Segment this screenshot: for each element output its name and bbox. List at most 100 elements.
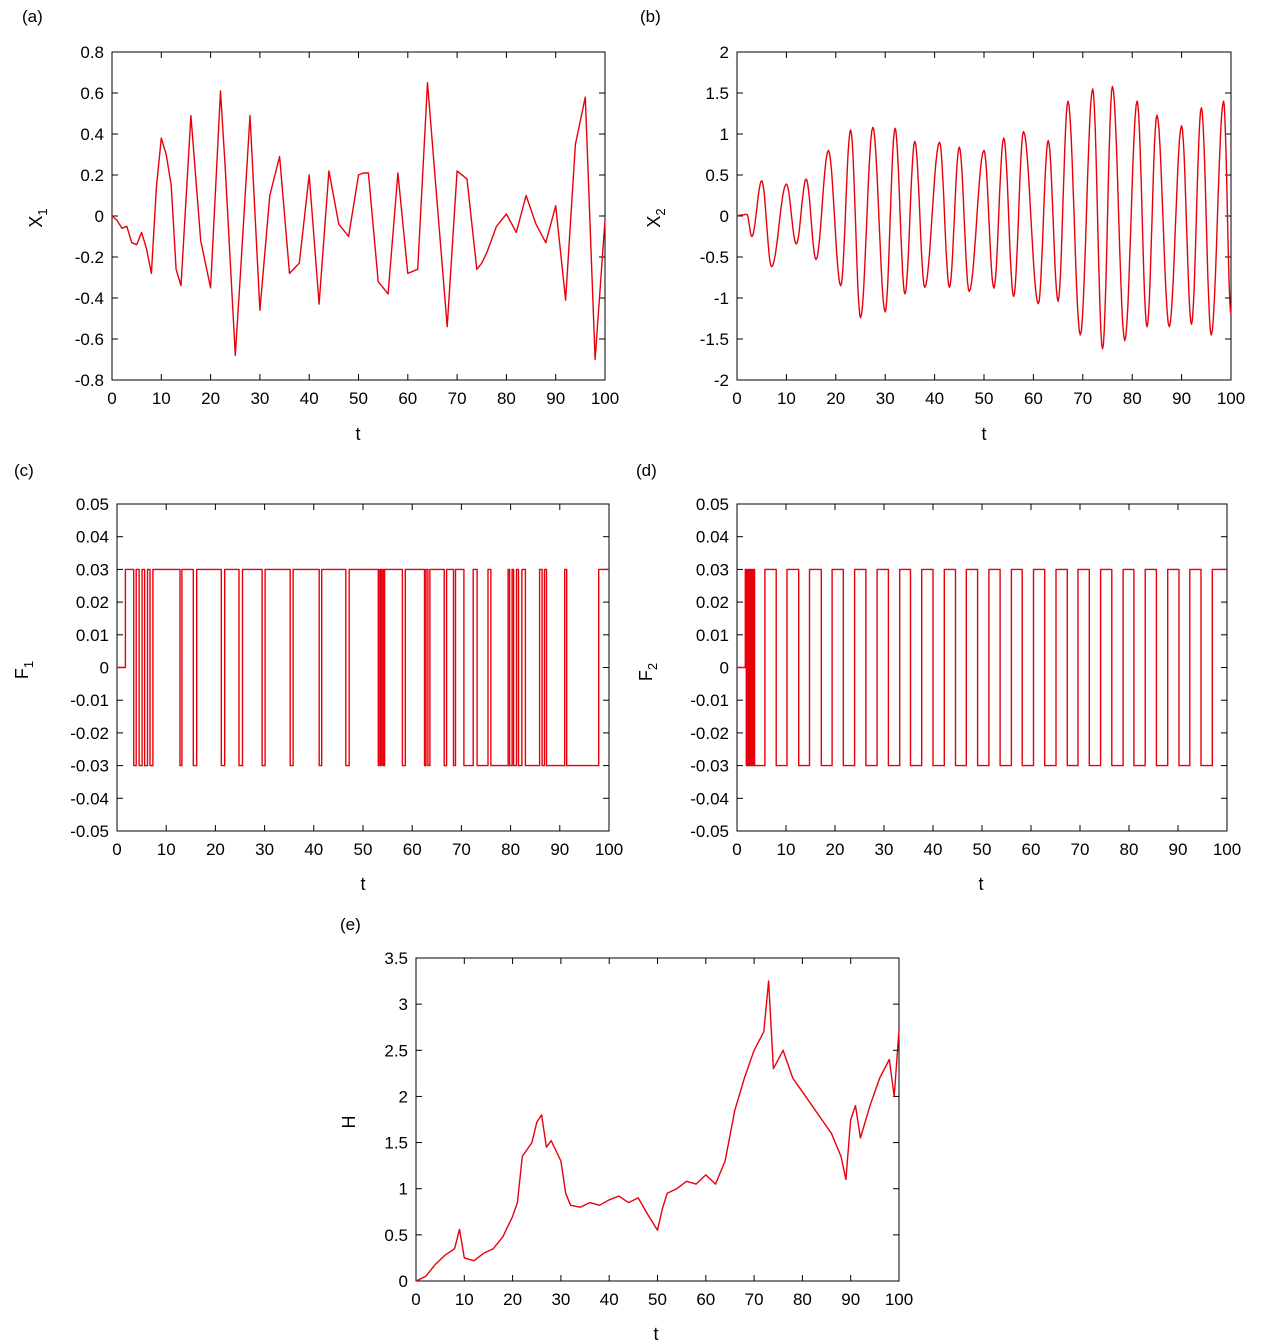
y-tick-label: -0.8 — [75, 371, 104, 390]
y-tick-label: -0.04 — [70, 789, 109, 808]
series-line — [111, 82, 606, 361]
plot-frame — [736, 503, 1228, 832]
y-tick-label: -0.02 — [690, 724, 729, 743]
x-tick-label: 10 — [777, 840, 796, 859]
y-tick-label: 0.6 — [80, 84, 104, 103]
x-tick-label: 70 — [448, 389, 467, 408]
y-tick-label: 0.04 — [76, 528, 109, 547]
y-tick-label: 0.2 — [80, 166, 104, 185]
x-tick-label: 50 — [354, 840, 373, 859]
x-tick-label: 100 — [885, 1290, 913, 1309]
y-tick-label: -0.05 — [690, 822, 729, 841]
y-tick-label: 0.05 — [696, 495, 729, 514]
x-tick-label: 40 — [924, 840, 943, 859]
x-tick-label: 20 — [201, 389, 220, 408]
y-tick-label: 0 — [100, 659, 109, 678]
y-tick-label: 0.5 — [705, 166, 729, 185]
x-tick-label: 50 — [349, 389, 368, 408]
x-tick-label: 40 — [925, 389, 944, 408]
x-tick-label: 60 — [1022, 840, 1041, 859]
y-tick-label: 2 — [399, 1087, 408, 1106]
y-tick-label: 0.02 — [696, 593, 729, 612]
x-tick-label: 100 — [595, 840, 623, 859]
y-tick-label: 0.4 — [80, 125, 104, 144]
y-tick-label: 0.01 — [696, 626, 729, 645]
y-tick-label: -0.04 — [690, 789, 729, 808]
panel-d: (d) 0 10 20 30 40 50 60 70 80 90 100-0.05-0.04-0.0… — [636, 461, 1241, 894]
x-tick-label: 20 — [826, 389, 845, 408]
y-axis-label-main: X — [26, 216, 46, 228]
x-tick-label: 0 — [732, 840, 741, 859]
x-tick-label: 80 — [497, 389, 516, 408]
plot-area: 0 10 20 30 40 50 60 70 80 90 100 -2 -1.5 -1 -0.5 0 0.5 1 1… — [700, 43, 1245, 408]
y-tick-label: -2 — [714, 371, 729, 390]
y-tick-label: -0.01 — [70, 691, 109, 710]
x-tick-label: 20 — [826, 840, 845, 859]
y-tick-label: -0.02 — [70, 724, 109, 743]
y-axis-label: H — [339, 1116, 359, 1129]
y-axis-label-sub: 1 — [35, 208, 50, 215]
y-tick-label: -0.03 — [690, 757, 729, 776]
plot-area: 0 10 20 30 40 50 60 70 80 90 100 -0.8 -0.6 -0.4 -0.2 0 0… — [75, 43, 619, 408]
x-tick-label: 80 — [793, 1290, 812, 1309]
x-tick-label: 0 — [107, 389, 116, 408]
y-tick-label: 0.8 — [80, 43, 104, 62]
x-tick-label: 100 — [1213, 840, 1241, 859]
panel-label: (e) — [340, 915, 361, 934]
y-axis-label-main: X — [644, 216, 664, 228]
y-tick-label: -0.03 — [70, 757, 109, 776]
y-axis-label-main: F — [636, 670, 656, 681]
panel-label: (a) — [22, 7, 43, 26]
x-tick-label: 90 — [841, 1290, 860, 1309]
plot-area: 0 10 20 30 40 50 60 70 80 90 100 -0.05 -0.04 -0.03 -0.… — [70, 495, 623, 859]
y-axis-label: F2 — [636, 663, 660, 681]
series-line — [117, 568, 609, 767]
y-tick-label: 0 — [720, 207, 729, 226]
y-tick-label: 1 — [399, 1180, 408, 1199]
y-tick-label: 3.5 — [384, 949, 408, 968]
panel-b: (b) 0 10 20 30 40 50 60 70 80 90 100-2-1.5-1-0.500… — [640, 7, 1245, 444]
x-tick-label: 100 — [591, 389, 619, 408]
x-tick-label: 10 — [455, 1290, 474, 1309]
x-tick-label: 30 — [876, 389, 895, 408]
y-tick-label: 0.04 — [696, 528, 729, 547]
x-tick-label: 40 — [600, 1290, 619, 1309]
y-tick-label: 0.05 — [76, 495, 109, 514]
x-tick-label: 10 — [157, 840, 176, 859]
series-line — [737, 568, 1227, 767]
x-tick-label: 90 — [1172, 389, 1191, 408]
x-tick-label: 0 — [732, 389, 741, 408]
y-tick-label: 0.03 — [696, 560, 729, 579]
panel-c: (c) 0 10 20 30 40 50 60 70 80 90 100-0.05-0.04-0.0… — [12, 461, 623, 894]
x-tick-label: 30 — [255, 840, 274, 859]
x-tick-label: 100 — [1217, 389, 1245, 408]
y-tick-label: -0.2 — [75, 248, 104, 267]
x-tick-label: 20 — [503, 1290, 522, 1309]
y-tick-label: 3 — [399, 995, 408, 1014]
x-tick-label: 10 — [777, 389, 796, 408]
y-tick-label: 0 — [720, 659, 729, 678]
x-axis-label: t — [978, 874, 983, 894]
y-tick-label: 2.5 — [384, 1041, 408, 1060]
x-tick-label: 70 — [745, 1290, 764, 1309]
x-tick-label: 30 — [875, 840, 894, 859]
x-tick-label: 60 — [403, 840, 422, 859]
y-tick-label: -1.5 — [700, 330, 729, 349]
y-tick-label: -0.5 — [700, 248, 729, 267]
y-tick-label: 0.02 — [76, 593, 109, 612]
y-tick-label: 2 — [720, 43, 729, 62]
x-tick-label: 40 — [304, 840, 323, 859]
panel-label: (d) — [636, 461, 657, 480]
x-tick-label: 50 — [648, 1290, 667, 1309]
x-tick-label: 70 — [1073, 389, 1092, 408]
y-tick-label: 0.03 — [76, 560, 109, 579]
y-tick-label: -1 — [714, 289, 729, 308]
x-axis-label: t — [981, 424, 986, 444]
panel-label: (b) — [640, 7, 661, 26]
x-tick-label: 80 — [1123, 389, 1142, 408]
x-tick-label: 90 — [1169, 840, 1188, 859]
x-tick-label: 30 — [551, 1290, 570, 1309]
y-axis-label: X1 — [26, 208, 50, 227]
panel-a: (a) 0 10 20 30 40 50 60 70 80 90 100-0.8-0.6-0.4-0… — [22, 7, 619, 444]
y-tick-label: 0 — [95, 207, 104, 226]
